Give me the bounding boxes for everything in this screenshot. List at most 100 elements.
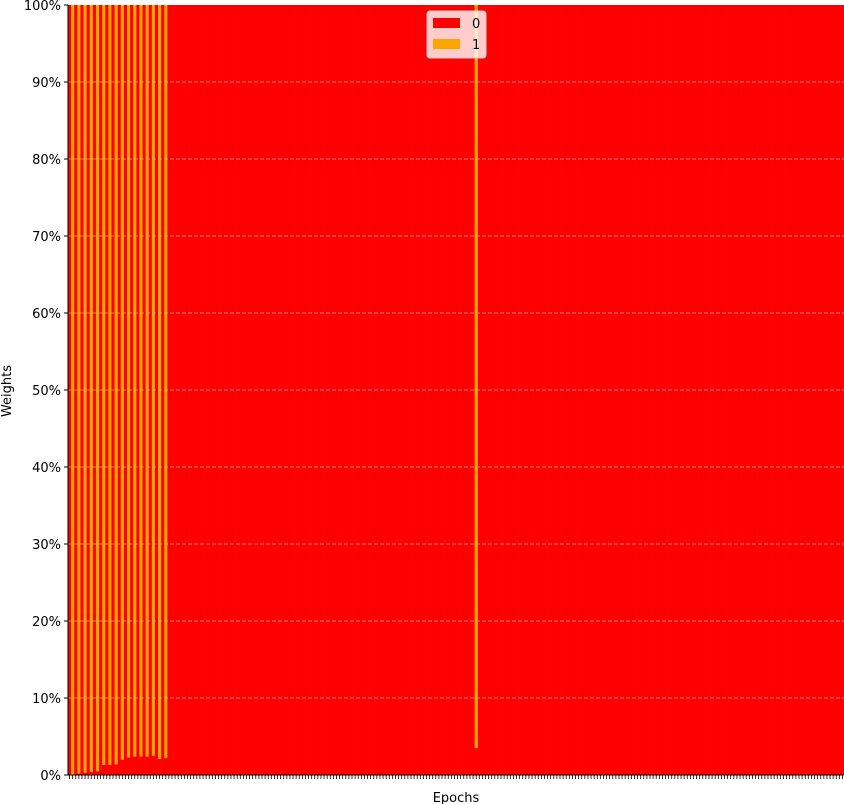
y-tick-label-70: 70% bbox=[32, 230, 61, 245]
legend-label-0: 0 bbox=[472, 17, 480, 32]
bar-series-1-epoch-7 bbox=[89, 5, 93, 772]
bar-series-0-epoch-17 bbox=[120, 759, 125, 775]
bar-series-1-epoch-3 bbox=[77, 5, 81, 774]
y-tick-label-80: 80% bbox=[32, 153, 61, 168]
bar-series-0-epoch-82 bbox=[322, 5, 326, 775]
bar-series-0-epoch-167 bbox=[586, 5, 590, 775]
bar-series-0-epoch-111 bbox=[412, 5, 416, 775]
y-tick-label-60: 60% bbox=[32, 307, 61, 322]
bar-series-0-epoch-51 bbox=[226, 5, 230, 775]
y-axis-label: Weights bbox=[0, 365, 15, 417]
bar-series-0-epoch-28 bbox=[154, 5, 159, 775]
bar-series-0-epoch-212 bbox=[726, 5, 730, 775]
bar-series-0-epoch-227 bbox=[772, 5, 777, 775]
legend-swatch-1 bbox=[433, 39, 460, 49]
legend: 0 1 bbox=[426, 10, 487, 59]
bar-series-0-epoch-7 bbox=[89, 771, 94, 775]
bar-series-0-epoch-5 bbox=[83, 772, 87, 775]
bar-series-0-epoch-208 bbox=[713, 5, 718, 775]
bar-series-0-epoch-67 bbox=[275, 5, 280, 775]
bar-series-0-epoch-96 bbox=[365, 5, 370, 775]
bar-series-0-epoch-179 bbox=[623, 5, 628, 775]
bar-series-0-epoch-156 bbox=[552, 5, 556, 775]
bar-series-0-epoch-57 bbox=[244, 5, 249, 775]
y-tick-label-30: 30% bbox=[32, 538, 61, 553]
bar-series-0-epoch-175 bbox=[611, 5, 615, 775]
bar-series-1-epoch-27 bbox=[151, 5, 155, 756]
y-tick-label-100: 100% bbox=[24, 0, 61, 14]
bar-series-0-epoch-177 bbox=[617, 5, 621, 775]
bar-series-0-epoch-121 bbox=[443, 5, 448, 775]
bar-series-1-epoch-11 bbox=[102, 5, 106, 765]
bar-series-0-epoch-30 bbox=[161, 5, 165, 775]
bar-series-0-epoch-127 bbox=[462, 5, 466, 775]
bar-series-0-epoch-40 bbox=[192, 5, 196, 775]
bar-series-0-epoch-9 bbox=[95, 771, 100, 775]
bar-series-0-epoch-86 bbox=[334, 5, 339, 775]
bar-series-0-epoch-231 bbox=[785, 5, 789, 775]
bar-series-0-epoch-196 bbox=[676, 5, 680, 775]
y-tick-label-10: 10% bbox=[32, 692, 61, 707]
y-tick-label-90: 90% bbox=[32, 76, 61, 91]
bar-series-0-epoch-23 bbox=[139, 756, 143, 775]
bar-series-0-epoch-181 bbox=[629, 5, 634, 775]
bar-series-0-epoch-169 bbox=[592, 5, 597, 775]
bar-series-1-epoch-13 bbox=[108, 5, 112, 765]
bar-series-0-epoch-59 bbox=[251, 5, 255, 775]
bar-series-0-epoch-25 bbox=[145, 756, 150, 775]
grid-lines bbox=[68, 81, 844, 699]
bar-series-0-epoch-32 bbox=[167, 5, 171, 775]
bar-series-0-epoch-144 bbox=[514, 5, 519, 775]
y-tick-label-20: 20% bbox=[32, 615, 61, 630]
y-tick-label-40: 40% bbox=[32, 461, 61, 476]
bar-series-1-epoch-5 bbox=[83, 5, 87, 773]
bar-series-1-epoch-131 bbox=[474, 5, 478, 749]
bar-series-0-epoch-235 bbox=[797, 5, 801, 775]
bar-series-0-epoch-241 bbox=[816, 5, 820, 775]
bar-series-0-epoch-31 bbox=[164, 758, 168, 775]
bar-series-0-epoch-214 bbox=[732, 5, 736, 775]
bar-series-0-epoch-19 bbox=[126, 757, 131, 775]
bar-series-0-epoch-3 bbox=[77, 773, 81, 775]
x-axis-label: Epochs bbox=[433, 791, 480, 804]
bar-series-0-epoch-233 bbox=[791, 5, 795, 775]
legend-swatch-0 bbox=[433, 18, 460, 28]
bar-series-0-epoch-69 bbox=[282, 5, 286, 775]
bar-series-0-epoch-123 bbox=[449, 5, 454, 775]
bar-series-1-epoch-19 bbox=[126, 5, 131, 758]
bar-series-0-epoch-237 bbox=[803, 5, 808, 775]
bar-series-0-epoch-117 bbox=[431, 5, 435, 775]
bar-series-0-epoch-113 bbox=[418, 5, 423, 775]
bar-series-0-epoch-29 bbox=[158, 758, 162, 775]
bar-series-0-epoch-115 bbox=[424, 5, 429, 775]
bar-series-0-epoch-119 bbox=[437, 5, 441, 775]
bar-series-0-epoch-38 bbox=[185, 5, 190, 775]
bar-series-0-epoch-148 bbox=[527, 5, 531, 775]
bar-series-1-epoch-25 bbox=[145, 5, 149, 757]
bar-series-0-epoch-53 bbox=[232, 5, 236, 775]
bar-series-0-epoch-15 bbox=[114, 764, 119, 775]
bar-series-0-epoch-243 bbox=[822, 5, 826, 775]
bar-series-0-epoch-239 bbox=[809, 5, 814, 775]
bar-series-0-epoch-206 bbox=[707, 5, 711, 775]
y-ticks: 0% 10% 20% 30% 40% 50% 60% 70% 80% 90% 100% bbox=[24, 0, 68, 784]
bar-series-0-epoch-88 bbox=[341, 5, 345, 775]
bar-series-0-epoch-24 bbox=[142, 5, 146, 775]
bar-series-0-epoch-21 bbox=[133, 756, 137, 775]
bar-series-0-epoch-90 bbox=[347, 5, 351, 775]
bar-series-0-epoch-138 bbox=[496, 5, 500, 775]
bar-series-0-epoch-55 bbox=[238, 5, 243, 775]
bar-series-0-epoch-140 bbox=[502, 5, 507, 775]
bar-series-1-epoch-17 bbox=[120, 5, 124, 760]
bar-series-0-epoch-13 bbox=[108, 764, 112, 775]
bar-series-0-epoch-200 bbox=[688, 5, 693, 775]
bar-series-1-epoch-31 bbox=[164, 5, 168, 759]
bar-series-0-epoch-229 bbox=[778, 5, 783, 775]
bar-series-0-epoch-34 bbox=[173, 5, 177, 775]
bar-series-0-epoch-204 bbox=[701, 5, 705, 775]
y-tick-label-0: 0% bbox=[40, 769, 61, 784]
bar-series-0-epoch-65 bbox=[269, 5, 274, 775]
bar-series-0-epoch-210 bbox=[719, 5, 724, 775]
bar-series-0-epoch-225 bbox=[766, 5, 770, 775]
bar-series-0-epoch-152 bbox=[539, 5, 544, 775]
